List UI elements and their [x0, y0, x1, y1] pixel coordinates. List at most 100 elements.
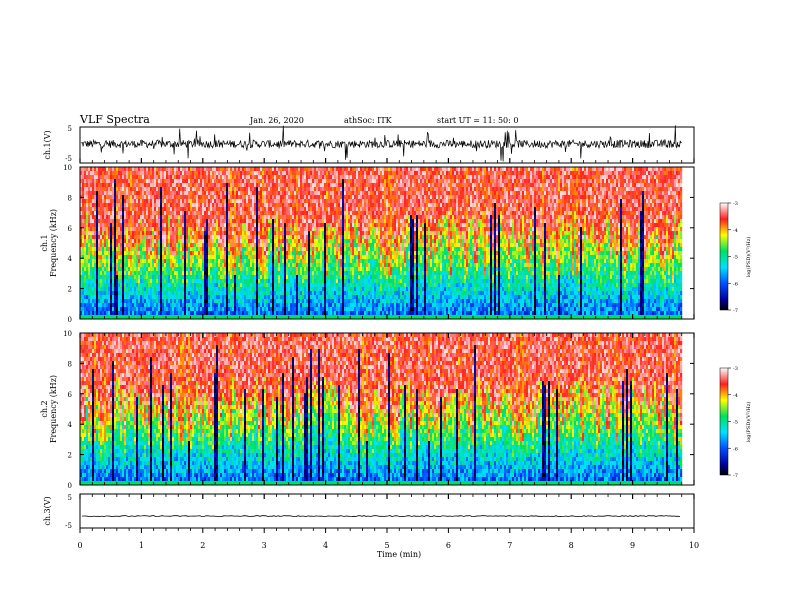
spectrogram-cell — [224, 243, 227, 248]
spectrogram-cell — [130, 215, 133, 220]
spectrogram-cell — [318, 259, 321, 264]
spectrogram-cell — [216, 179, 219, 184]
spectrogram-cell — [218, 299, 221, 304]
spectrogram-cell — [144, 251, 147, 256]
spectrogram-cell — [322, 207, 325, 212]
spectrogram-cell — [314, 259, 317, 264]
spectrogram-cell — [110, 267, 113, 272]
spectrogram-cell — [312, 251, 315, 256]
spectrogram-cell — [244, 207, 247, 212]
spectrogram-cell — [330, 223, 333, 228]
spectrogram-cell — [142, 195, 145, 200]
spectrogram-cell — [88, 259, 91, 264]
spectrogram-cell — [140, 243, 143, 248]
spectrogram-cell — [190, 227, 193, 232]
spectrogram-cell — [302, 211, 305, 216]
spectrogram-cell — [162, 191, 165, 196]
spectrogram-cell — [266, 247, 269, 252]
spectrogram-cell — [252, 271, 255, 276]
spectrogram-cell — [330, 243, 333, 248]
spectrogram-cell — [162, 295, 165, 300]
spectrogram-cell — [102, 223, 105, 228]
spectrogram-cell — [114, 167, 117, 172]
spectrogram-cell — [286, 315, 289, 319]
spectrogram-cell — [280, 283, 283, 288]
spectrogram-cell — [280, 295, 283, 300]
spectrogram-cell — [246, 227, 249, 232]
spectrogram-cell — [302, 303, 305, 308]
spectrogram-cell — [102, 299, 105, 304]
spectrogram-cell — [106, 307, 109, 312]
spectrogram-cell — [296, 267, 299, 272]
spectrogram-cell — [258, 255, 261, 260]
spectrogram-cell — [302, 315, 305, 319]
spectrogram-cell — [262, 315, 265, 319]
spectrogram-cell — [202, 255, 205, 260]
spectrogram-cell — [320, 211, 323, 216]
spectrogram-cell — [272, 171, 275, 176]
spectrogram-cell — [300, 307, 303, 312]
spectrogram-cell — [192, 243, 195, 248]
spectrogram-cell — [272, 203, 275, 208]
spectrogram-cell — [152, 203, 155, 208]
spectrogram-cell — [332, 235, 335, 240]
spectrogram-cell — [146, 291, 149, 296]
spectrogram-cell — [198, 187, 201, 192]
spectrogram-cell — [272, 187, 275, 192]
spectrogram-cell — [306, 207, 309, 212]
spectrogram-cell — [242, 295, 245, 300]
spectrogram-cell — [238, 231, 241, 236]
spectrogram-cell — [90, 211, 93, 216]
spectrogram-cell — [170, 247, 173, 252]
spectrogram-cell — [162, 239, 165, 244]
spectrogram-cell — [322, 175, 325, 180]
spectrogram-cell — [100, 299, 103, 304]
spectrogram-cell — [290, 255, 293, 260]
spectrogram-cell — [124, 259, 127, 264]
spectrogram-cell — [206, 295, 209, 300]
spectrogram-cell — [310, 307, 313, 312]
spectrogram-cell — [158, 283, 161, 288]
spectrogram-cell — [316, 223, 319, 228]
spectrogram-cell — [132, 311, 135, 316]
spectrogram-cell — [162, 219, 165, 224]
spectrogram-cell — [120, 315, 123, 319]
spectrogram-cell — [298, 315, 301, 319]
spectrogram-cell — [106, 231, 109, 236]
spectrogram-cell — [230, 235, 233, 240]
spectrogram-cell — [180, 223, 183, 228]
spectrogram-cell — [298, 307, 301, 312]
spectrogram-cell — [228, 191, 231, 196]
spectrogram-cell — [274, 279, 277, 284]
spectrogram-cell — [334, 223, 337, 228]
spectrogram-cell — [184, 219, 187, 224]
spectrogram-cell — [222, 207, 225, 212]
spectrogram-cell — [290, 315, 293, 319]
spectrogram-cell — [134, 191, 137, 196]
spectrogram-cell — [204, 211, 207, 216]
spectrogram-cell — [306, 255, 309, 260]
spectrogram-cell — [188, 279, 191, 284]
spectrogram-cell — [82, 311, 85, 316]
spectrogram-cell — [202, 199, 205, 204]
spectrogram-cell — [166, 203, 169, 208]
spectrogram-cell — [94, 271, 97, 276]
spectrogram-cell — [200, 199, 203, 204]
spectrogram-cell — [162, 211, 165, 216]
spectrogram-cell — [136, 179, 139, 184]
spectrogram-cell — [306, 275, 309, 280]
spectrogram-cell — [132, 307, 135, 312]
spectrogram-cell — [280, 311, 283, 316]
spectrogram-cell — [158, 175, 161, 180]
spectrogram-cell — [318, 307, 321, 312]
spectrogram-cell — [250, 243, 253, 248]
spectrogram-cell — [200, 243, 203, 248]
spectrogram-cell — [124, 243, 127, 248]
spectrogram-cell — [136, 211, 139, 216]
spectrogram-cell — [136, 223, 139, 228]
spectrogram-cell — [224, 299, 227, 304]
spectrogram-cell — [306, 295, 309, 300]
spectrogram-cell — [266, 223, 269, 228]
spectrogram-cell — [296, 191, 299, 196]
spectrogram-cell — [206, 235, 209, 240]
